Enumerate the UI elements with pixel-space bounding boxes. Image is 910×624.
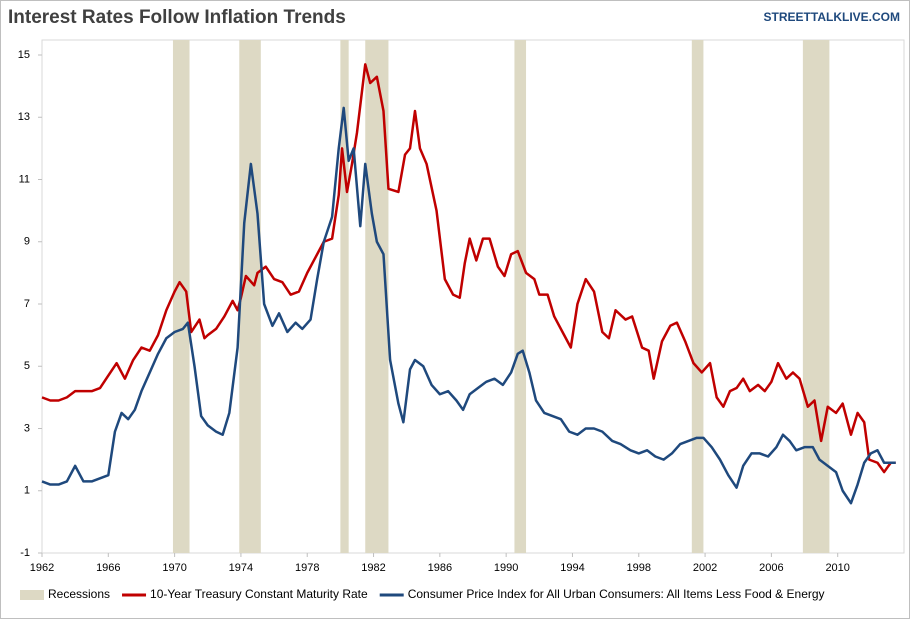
- recession-band: [239, 40, 261, 553]
- x-tick-label: 1990: [494, 562, 518, 574]
- x-tick-label: 1982: [361, 562, 385, 574]
- y-tick-label: 7: [24, 298, 30, 310]
- x-tick-label: 1970: [162, 562, 186, 574]
- y-tick-label: 13: [18, 111, 30, 123]
- plot-area: [41, 39, 905, 554]
- x-tick-label: 1978: [295, 562, 319, 574]
- y-tick-label: -1: [20, 547, 30, 559]
- x-tick-label: 2010: [825, 562, 849, 574]
- y-tick-label: 5: [24, 360, 30, 372]
- recession-band: [691, 40, 704, 553]
- series-line: [41, 63, 896, 474]
- y-tick-label: 9: [24, 236, 30, 248]
- x-tick-label: 1966: [96, 562, 120, 574]
- series-line: [41, 106, 896, 505]
- x-tick-label: 2002: [693, 562, 717, 574]
- x-tick-label: 1974: [229, 562, 253, 574]
- y-tick-label: 3: [24, 422, 30, 434]
- source: STREETTALKLIVE.COM: [764, 10, 900, 24]
- chart-title: Interest Rates Follow Inflation Trends: [8, 7, 346, 28]
- x-tick-label: 1994: [560, 562, 584, 574]
- recession-band: [514, 40, 527, 553]
- legend-swatch: [20, 590, 44, 600]
- y-tick-label: 11: [19, 173, 30, 185]
- x-tick-label: 2006: [759, 562, 783, 574]
- y-tick-label: 1: [24, 485, 30, 497]
- recession-band: [802, 40, 830, 553]
- x-tick-label: 1962: [30, 562, 54, 574]
- legend-label: 10-Year Treasury Constant Maturity Rate: [150, 587, 368, 601]
- x-tick-label: 1998: [627, 562, 651, 574]
- recession-band: [365, 40, 389, 553]
- recession-band: [340, 40, 349, 553]
- legend-label: Consumer Price Index for All Urban Consu…: [408, 587, 825, 601]
- x-tick-label: 1986: [428, 562, 452, 574]
- legend-label: Recessions: [48, 587, 110, 601]
- y-tick-label: 15: [18, 49, 30, 61]
- recession-band: [172, 40, 190, 553]
